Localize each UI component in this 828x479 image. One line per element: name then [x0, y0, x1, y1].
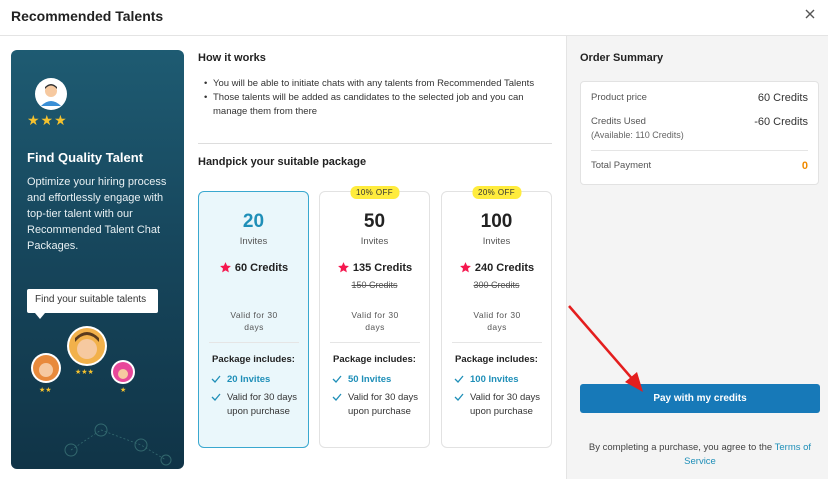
dialog-header: Recommended Talents [0, 0, 828, 36]
credits-used-value: -60 Credits [754, 116, 808, 128]
package-feature-invites: 50 Invites [332, 373, 424, 387]
package-invites-count: 50 [363, 211, 386, 232]
divider [209, 342, 299, 343]
available-credits: (Available: 110 Credits) [591, 130, 684, 140]
check-icon [332, 375, 342, 383]
divider [591, 150, 808, 151]
package-credits-label: 60 Credits [234, 261, 289, 274]
promo-title: Find Quality Talent [27, 150, 144, 165]
package-feature-validity: Valid for 30 days upon purchase [211, 391, 303, 419]
user-avatar-icon [35, 78, 67, 110]
check-icon [454, 393, 464, 401]
package-validity: Valid for 30 days [351, 310, 399, 332]
red-arrow-annotation-icon [568, 305, 643, 392]
package-original-credits: 150 Credits [351, 280, 398, 290]
terms-notice: By completing a purchase, you agree to t… [577, 441, 823, 469]
package-includes-label: Package includes: [333, 354, 416, 365]
package-card-20[interactable]: 20 Invites 60 Credits Valid for 30 days … [198, 191, 309, 448]
package-feature-invites: 100 Invites [454, 373, 546, 387]
package-unit: Invites [482, 236, 511, 247]
product-price-value: 60 Credits [757, 92, 808, 104]
package-credits-label: 135 Credits [352, 261, 413, 274]
product-price-label: Product price [591, 92, 647, 103]
star-icon [219, 262, 231, 273]
package-feature-validity: Valid for 30 days upon purchase [332, 391, 424, 419]
star-icon [459, 262, 471, 273]
check-icon [211, 375, 221, 383]
packages-area: How it works You will be able to initiat… [198, 36, 554, 479]
package-includes-label: Package includes: [212, 354, 295, 365]
package-feature-invites: 20 Invites [211, 373, 303, 387]
how-it-works-title: How it works [198, 52, 266, 64]
svg-text:★★★: ★★★ [75, 368, 94, 376]
package-invites-count: 100 [480, 211, 513, 232]
terms-text: By completing a purchase, you agree to t… [588, 442, 775, 453]
talent-avatars-illustration: ★★ ★★★ ★ [31, 326, 135, 394]
package-unit: Invites [239, 236, 268, 247]
discount-badge: 20% OFF [471, 186, 522, 199]
discount-badge: 10% OFF [349, 186, 400, 199]
dialog-title: Recommended Talents [11, 8, 164, 24]
promo-speech-bubble: Find your suitable talents [27, 289, 158, 319]
package-unit: Invites [360, 236, 389, 247]
check-icon [211, 393, 221, 401]
rating-stars-icon: ★★★ [27, 112, 68, 128]
order-summary-box: Product price 60 Credits Credits Used -6… [580, 81, 819, 185]
package-feature-validity: Valid for 30 days upon purchase [454, 391, 546, 419]
close-icon[interactable] [802, 6, 818, 22]
credits-used-label: Credits Used [591, 116, 646, 127]
order-summary-panel: Order Summary Product price 60 Credits C… [566, 36, 828, 479]
package-original-credits: 300 Credits [473, 280, 520, 290]
star-icon [337, 262, 349, 273]
check-icon [332, 393, 342, 401]
how-it-works-list: You will be able to initiate chats with … [204, 77, 552, 119]
pay-with-credits-button[interactable]: Pay with my credits [580, 384, 820, 413]
terms-of-service-link[interactable]: Terms of Service [684, 442, 812, 467]
promo-panel: ★★★ Find Quality Talent Optimize your hi… [11, 50, 184, 469]
divider [330, 342, 420, 343]
network-decoration-icon [64, 423, 172, 466]
check-icon [454, 375, 464, 383]
svg-text:★: ★ [120, 386, 126, 394]
list-item: You will be able to initiate chats with … [204, 77, 552, 91]
package-credits-label: 240 Credits [474, 261, 535, 274]
package-invites-count: 20 [242, 211, 265, 232]
package-credits: 240 Credits [442, 261, 551, 274]
package-section-title: Handpick your suitable package [198, 156, 367, 168]
package-card-100[interactable]: 20% OFF 100 Invites 240 Credits 300 Cred… [441, 186, 552, 448]
total-payment-value: 0 [801, 160, 808, 172]
order-summary-title: Order Summary [580, 52, 664, 64]
promo-description: Optimize your hiring process and effortl… [27, 176, 167, 252]
divider [452, 342, 542, 343]
svg-text:★★: ★★ [39, 386, 52, 394]
package-card-50[interactable]: 10% OFF 50 Invites 135 Credits 150 Credi… [319, 186, 430, 448]
list-item: Those talents will be added as candidate… [204, 91, 552, 119]
package-includes-label: Package includes: [455, 354, 538, 365]
package-credits: 60 Credits [199, 261, 308, 274]
total-payment-label: Total Payment [591, 160, 652, 171]
package-validity: Valid for 30 days [473, 310, 521, 332]
package-validity: Valid for 30 days [230, 310, 278, 332]
package-credits: 135 Credits [320, 261, 429, 274]
divider [198, 143, 552, 144]
